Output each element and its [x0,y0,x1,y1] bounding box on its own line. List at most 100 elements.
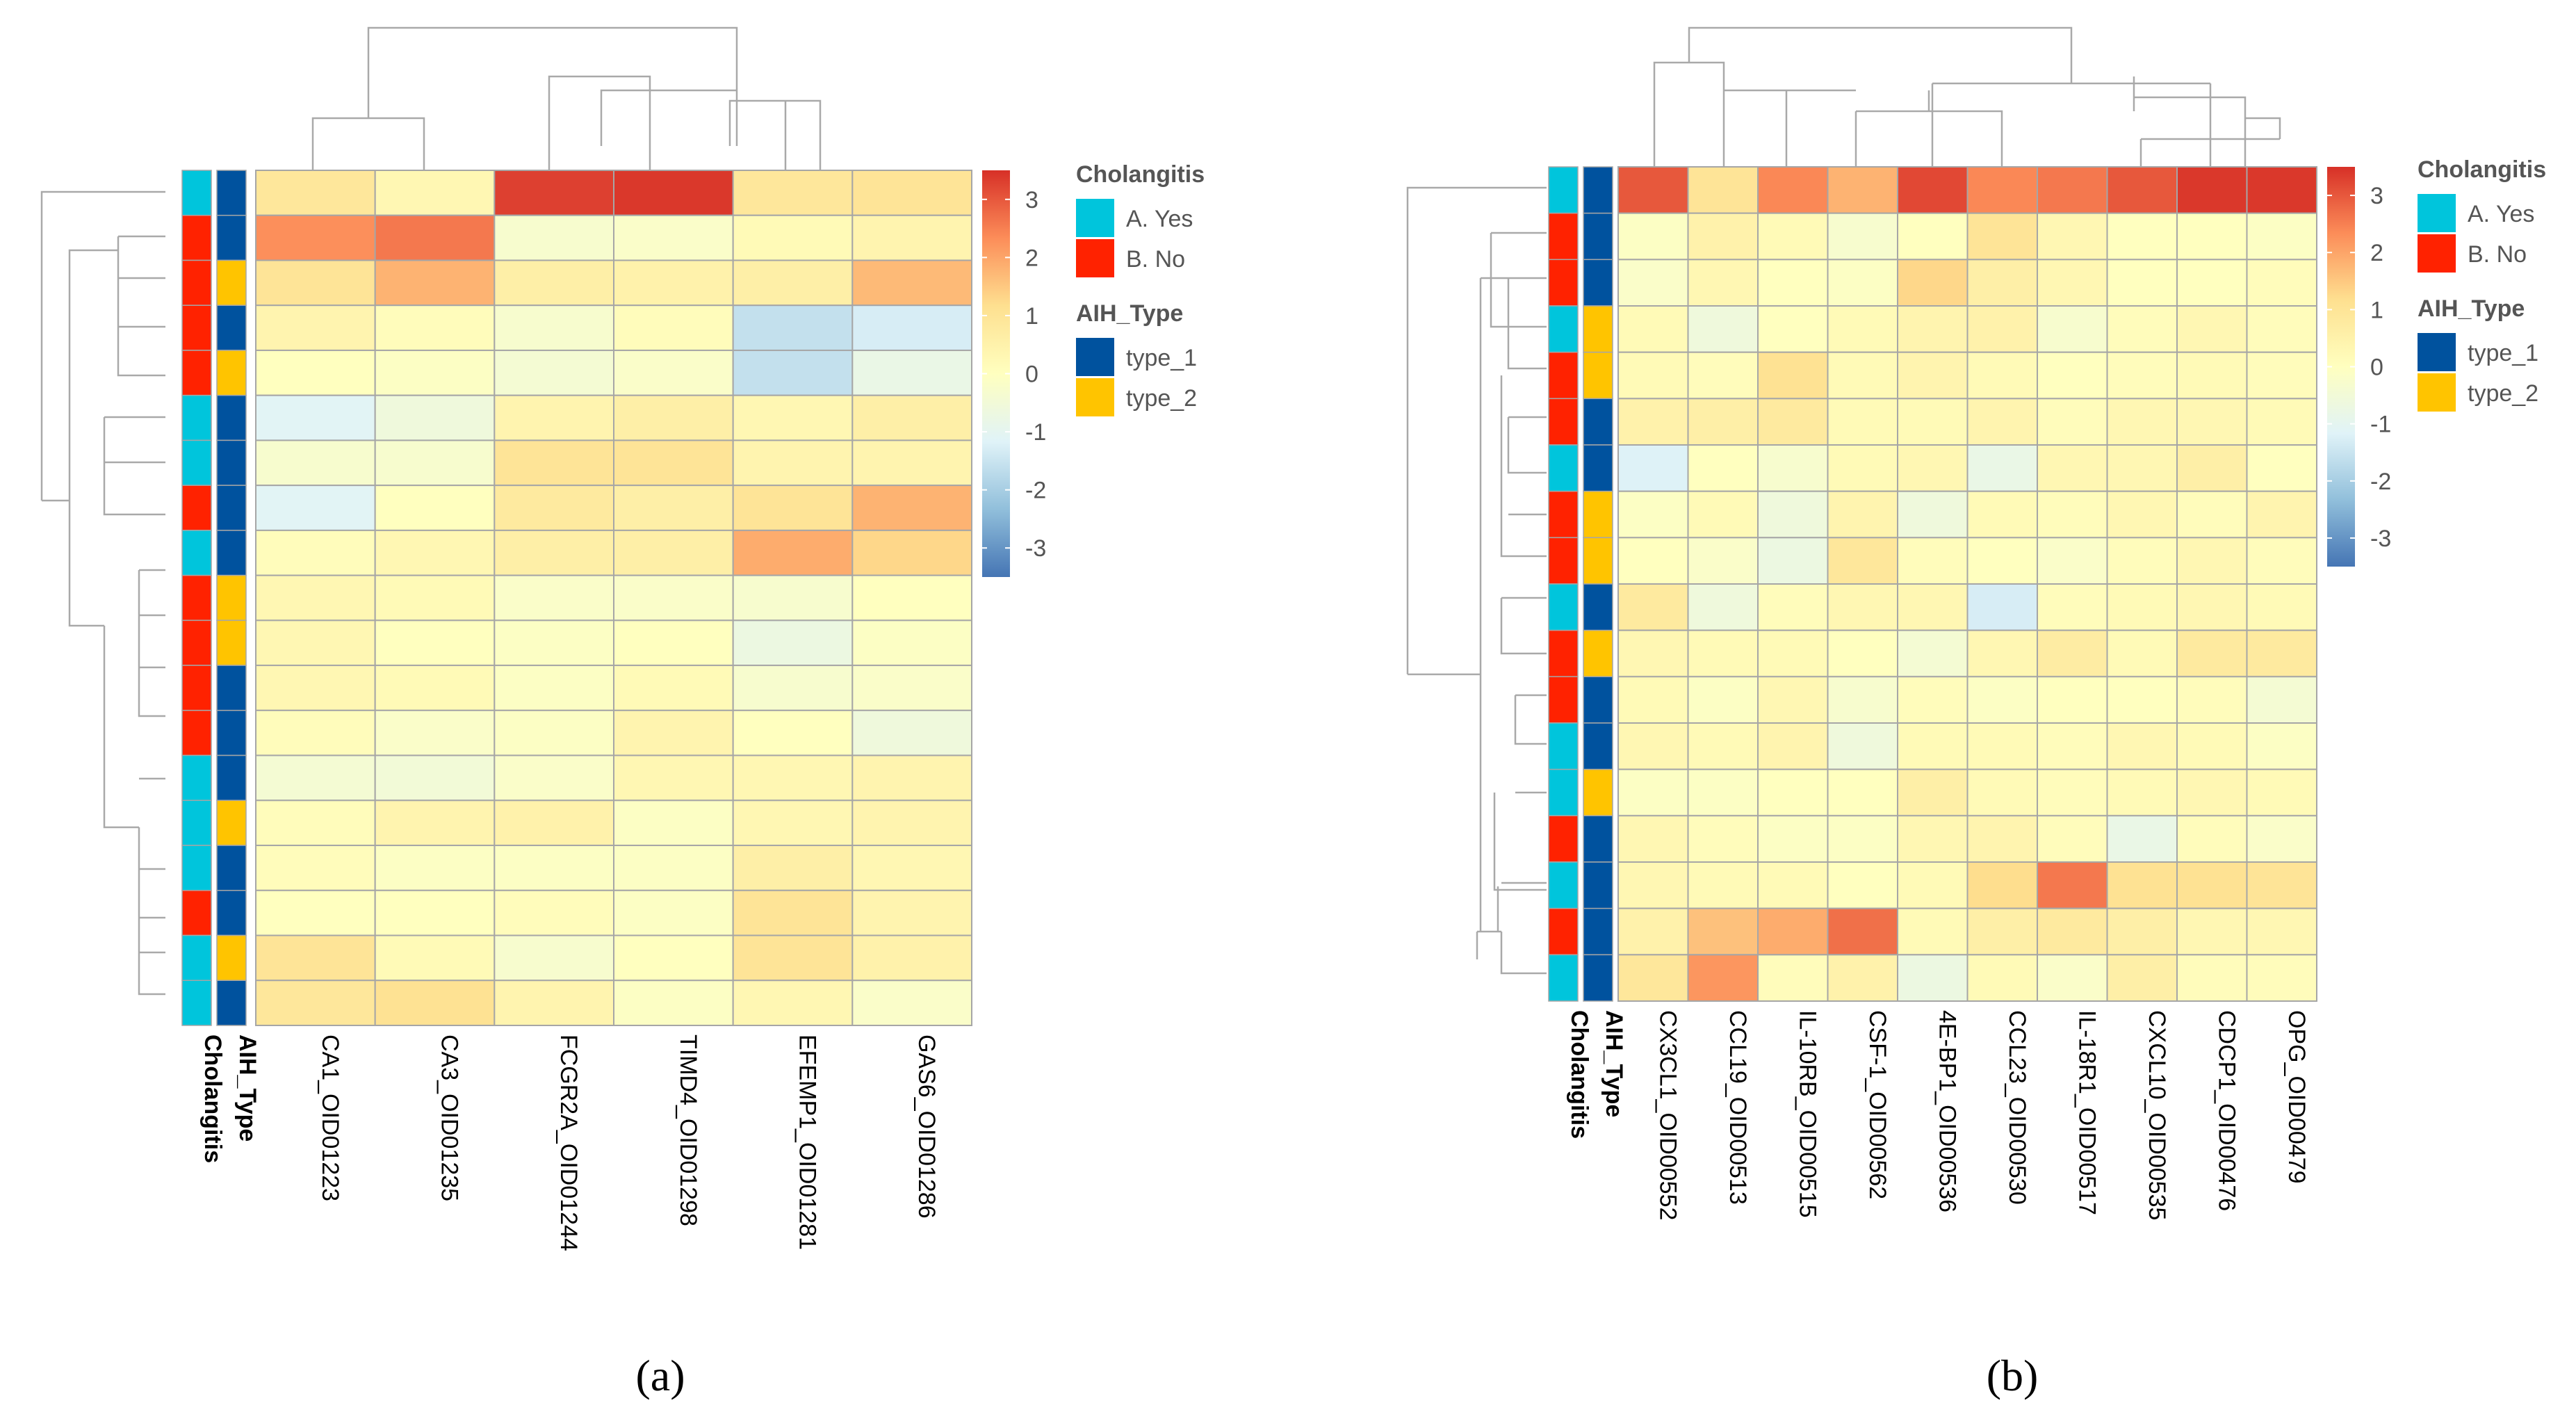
heatmap-cell [1687,166,1759,214]
cholangitis-cell [181,304,212,351]
heatmap-cell [374,980,496,1027]
cholangitis-cell [1548,768,1579,817]
heatmap-cell [374,214,496,261]
heatmap-cell [2176,537,2248,585]
heatmap-cell [1966,954,2038,1002]
heatmap-cell [1966,676,2038,724]
heatmap-cell [1827,444,1898,492]
heatmap-cell [1757,676,1829,724]
heatmap-cell [2176,444,2248,492]
heatmap-cell [2106,212,2178,261]
heatmap-cell [1687,305,1759,353]
column-label: CA1_OID01223 [317,1034,343,1201]
heatmap-cell [374,709,496,756]
heatmap-cell [2106,305,2178,353]
cholangitis-cell [1548,305,1579,353]
heatmap-cell [1757,768,1829,817]
colorbar-tick-label: 2 [1025,245,1038,271]
heatmap-cell [1687,629,1759,678]
heatmap-cell [1757,629,1829,678]
cholangitis-cell [1548,907,1579,956]
heatmap-cell [1617,490,1689,539]
heatmap-cell [2246,815,2317,863]
heatmap-cell [1827,166,1898,214]
heatmap-cell [1827,490,1898,539]
column-label: CCL19_OID00513 [1725,1010,1751,1205]
heatmap-cell [494,485,614,531]
heatmap-cell [1966,583,2038,631]
aih-type-cell [1583,722,1613,770]
heatmap-cell [2106,444,2178,492]
heatmap-cell [2037,768,2108,817]
column-dendrogram-tree-b [1653,26,2281,167]
heatmap-cell [1897,351,1968,400]
heatmap-cell [2246,398,2317,446]
heatmap-cell [613,349,734,396]
aih-type-cell [216,890,247,936]
aih-type-cell [216,934,247,982]
heatmap-cell [732,439,854,487]
heatmap-cell [613,889,734,936]
heatmap-cell [1966,490,2038,539]
cholangitis-cell [181,259,212,306]
heatmap-cell [1897,629,1968,678]
aih-type-cell [1583,444,1613,492]
heatmap-cell [1827,305,1898,353]
heatmap-cell [494,574,614,622]
heatmap-cell [2176,861,2248,909]
heatmap-cell [2176,768,2248,817]
heatmap-cell [851,529,973,576]
colorbar-tick-label: -3 [1025,535,1046,562]
heatmap-cell [1757,583,1829,631]
aih-type-cell [216,799,247,846]
heatmap-cell [1966,768,2038,817]
heatmap-cell [732,574,854,622]
heatmap-cell [374,799,496,847]
heatmap-cell [1757,490,1829,539]
column-label: OPG_OID00479 [2283,1010,2310,1183]
annotation-label: AIH_Type [234,1034,261,1142]
heatmap-cell [732,304,854,351]
heatmap-cell [2037,166,2108,214]
cholangitis-cell [1548,861,1579,909]
legend-title-cholangitis: Cholangitis [1076,161,1205,188]
heatmap-cell [1897,398,1968,446]
heatmap-cell [2037,629,2108,678]
heatmap-cell [2106,259,2178,307]
heatmap-cell [1897,212,1968,261]
heatmap-cell [1966,629,2038,678]
aih-type-cell [216,214,247,261]
heatmap-cell [851,170,973,216]
column-label: CA3_OID01235 [437,1034,463,1201]
row-dendrogram-a [40,190,165,996]
cholangitis-cell [1548,166,1579,214]
heatmap-cell [851,799,973,847]
heatmap-cell [2176,583,2248,631]
heatmap-cell [494,259,614,307]
heatmap-cell [255,709,376,756]
heatmap-cell [2037,722,2108,770]
aih-type-cell [1583,861,1613,909]
heatmap-cell [1757,537,1829,585]
heatmap-cell [255,619,376,667]
heatmap-cell [1827,768,1898,817]
heatmap-cell [2246,444,2317,492]
legend-b: Cholangitis A. Yes B. No AIH_Type type_1type… [2418,156,2546,412]
legend-item-label: A. Yes [2468,201,2534,227]
heatmap-cell [1966,537,2038,585]
cholangitis-cell [181,980,212,1026]
heatmap-cell [1966,444,2038,492]
heatmap-cell [2106,537,2178,585]
heatmap-cell [1827,351,1898,400]
column-label: GAS6_OID01286 [913,1034,940,1219]
legend-swatch [1076,378,1114,416]
heatmap-cell [2176,676,2248,724]
heatmap-cell [1617,398,1689,446]
heatmap-cell [851,259,973,307]
heatmap-cell [1617,212,1689,261]
heatmap-cell [732,259,854,307]
column-label: IL-18R1_OID00517 [2073,1010,2100,1215]
cholangitis-cell [1548,398,1579,446]
heatmap-cell [1966,259,2038,307]
heatmap-cell [2176,259,2248,307]
